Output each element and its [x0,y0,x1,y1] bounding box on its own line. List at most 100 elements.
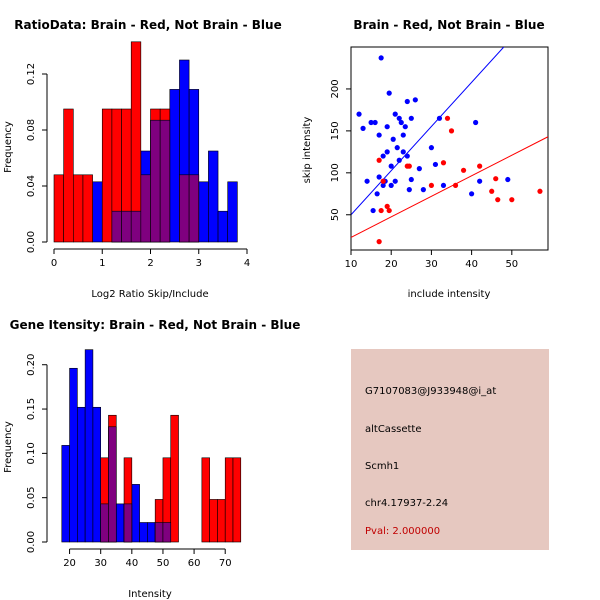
overlap-bar [154,522,164,543]
gene-name: Scmh1 [365,461,400,472]
overlap-bar [159,119,171,243]
red-bar [170,414,179,543]
red-bar [63,108,74,243]
red-point [444,115,451,121]
chart-1-x-tick-label: 0 [51,258,57,269]
red-bar [101,108,113,243]
blue-point [388,163,394,169]
info-panel: G7107083@J933948@i_at altCassette Scmh1 … [351,349,549,550]
red-bar [73,174,84,243]
blue-point [440,182,447,189]
blue-point [408,176,414,183]
chart-1-y-tick-label: 0.04 [26,175,37,197]
red-point [448,128,455,134]
chart-2-y-tick-label: 100 [330,163,341,182]
blue-point [368,119,374,126]
genomic-location: chr4.17937-2.24 [365,498,449,509]
blue-point [428,145,435,151]
chart-3-x-tick-label: 50 [157,558,170,569]
blue-point [400,149,406,155]
blue-point [386,90,392,96]
blue-point [376,174,382,180]
chart-2-title: Brain - Red, Not Brain - Blue [353,18,544,32]
blue-bar [147,522,156,543]
blue-point [376,132,382,138]
blue-point [374,191,380,197]
chart-3-ylabel: Frequency [3,421,14,473]
blue-point [408,115,414,121]
chart-3-x-tick-label: 40 [125,558,138,569]
red-bar [53,174,64,243]
blue-point [380,153,386,159]
blue-point [416,166,422,172]
blue-point [412,97,418,103]
red-bar [209,499,218,543]
blue-bar [84,349,94,543]
blue-bar [115,503,125,543]
blue-point [394,145,400,151]
blue-bar [77,406,86,543]
pval-text: Pval: 2.000000 [365,526,441,537]
chart-2-x-tick-label: 50 [505,259,518,270]
blue-point [384,149,390,155]
chart-3-y-tick-label: 0.10 [26,442,37,464]
blue-point [398,119,404,126]
chart-1-title: RatioData: Brain - Red, Not Brain - Blue [14,18,281,32]
chart-3-x-tick-label: 30 [94,558,107,569]
blue-point [505,176,511,183]
blue-bar [198,181,209,243]
chart-2-x-tick-label: 40 [465,259,478,270]
chart-1-y-tick-label: 0.12 [26,63,37,85]
blue-fit-line [351,47,505,216]
blue-point [402,124,408,130]
chart-2-x-tick-label: 30 [425,259,438,270]
red-bar [217,499,226,543]
red-bar [201,457,210,543]
blue-bar [139,522,148,543]
chart-3-y-tick-label: 0.15 [26,398,37,420]
red-bar [82,174,93,243]
chart-3-x-tick-label: 60 [188,558,201,569]
red-point [493,176,499,182]
red-bar [232,457,242,543]
chart-3-x-tick-label: 20 [63,558,76,569]
blue-point [406,187,412,193]
overlap-bar [188,174,200,243]
overlap-bar [108,426,117,543]
blue-point [356,111,362,117]
overlap-bar [140,174,151,243]
blue-point [404,98,410,105]
red-point [460,167,467,173]
red-point [489,188,495,194]
blue-point [404,153,410,159]
overlap-bar [100,503,109,543]
overlap-bar [150,119,161,243]
chart-3-y-tick-label: 0.00 [26,531,37,553]
red-point [376,239,382,245]
blue-point [372,119,378,126]
red-point [509,197,515,203]
blue-point [370,207,376,214]
chart-1-x-tick-label: 4 [244,258,250,269]
red-point [378,207,384,214]
blue-point [477,178,483,184]
chart-1-y-tick-label: 0.00 [26,231,37,253]
blue-point [380,182,386,189]
overlap-bar [111,210,122,243]
blue-bar [61,445,70,543]
blue-point [469,191,475,197]
chart-3-x-tick-label: 70 [219,558,232,569]
chart-3-y-tick-label: 0.05 [26,487,37,509]
blue-bar [69,367,78,543]
red-point [495,197,501,203]
blue-point [432,161,439,168]
red-fit-line [351,136,548,238]
red-point [376,157,382,163]
chart-3-title: Gene Itensity: Brain - Red, Not Brain - … [10,318,301,332]
red-point [406,163,412,169]
chart-2-ylabel: skip intensity [302,117,313,184]
blue-point [392,111,398,117]
blue-bar [208,150,219,243]
red-point [477,163,483,169]
